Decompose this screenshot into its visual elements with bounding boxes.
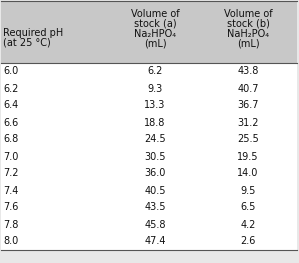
Text: (mL): (mL): [237, 39, 259, 49]
Text: 7.8: 7.8: [3, 220, 18, 230]
Text: 36.7: 36.7: [237, 100, 259, 110]
Bar: [1, 97, 297, 114]
Bar: [1, 182, 297, 199]
Text: 6.2: 6.2: [147, 67, 163, 77]
Text: 6.5: 6.5: [240, 203, 256, 213]
Bar: [1, 148, 297, 165]
Text: 9.3: 9.3: [147, 83, 163, 94]
Text: 45.8: 45.8: [144, 220, 166, 230]
Bar: [1, 199, 297, 216]
Text: NaH₂PO₄: NaH₂PO₄: [227, 29, 269, 39]
Text: 25.5: 25.5: [237, 134, 259, 144]
Text: 7.6: 7.6: [3, 203, 18, 213]
Text: (mL): (mL): [144, 39, 166, 49]
Text: 40.5: 40.5: [144, 185, 166, 195]
Bar: [1, 233, 297, 250]
Text: 43.5: 43.5: [144, 203, 166, 213]
Bar: [1, 114, 297, 131]
Bar: [1, 216, 297, 233]
Text: stock (a): stock (a): [134, 19, 176, 29]
Text: Volume of: Volume of: [131, 9, 179, 19]
Text: 6.0: 6.0: [3, 67, 18, 77]
Text: 9.5: 9.5: [240, 185, 256, 195]
Bar: [1, 1, 297, 63]
Text: 13.3: 13.3: [144, 100, 166, 110]
Text: 7.4: 7.4: [3, 185, 18, 195]
Text: 18.8: 18.8: [144, 118, 166, 128]
Text: 6.6: 6.6: [3, 118, 18, 128]
Text: 24.5: 24.5: [144, 134, 166, 144]
Text: 14.0: 14.0: [237, 169, 259, 179]
Text: Na₂HPO₄: Na₂HPO₄: [134, 29, 176, 39]
Text: stock (b): stock (b): [227, 19, 269, 29]
Text: 31.2: 31.2: [237, 118, 259, 128]
Bar: [1, 165, 297, 182]
Text: 40.7: 40.7: [237, 83, 259, 94]
Text: 7.0: 7.0: [3, 151, 18, 161]
Text: 30.5: 30.5: [144, 151, 166, 161]
Bar: [1, 80, 297, 97]
Bar: [1, 63, 297, 80]
Text: 4.2: 4.2: [240, 220, 256, 230]
Bar: [1, 131, 297, 148]
Text: Volume of: Volume of: [224, 9, 272, 19]
Text: Required pH: Required pH: [3, 28, 63, 38]
Text: 2.6: 2.6: [240, 236, 256, 246]
Text: 6.8: 6.8: [3, 134, 18, 144]
Text: 6.4: 6.4: [3, 100, 18, 110]
Text: 36.0: 36.0: [144, 169, 166, 179]
Text: 19.5: 19.5: [237, 151, 259, 161]
Text: (at 25 °C): (at 25 °C): [3, 37, 51, 47]
Text: 8.0: 8.0: [3, 236, 18, 246]
Text: 6.2: 6.2: [3, 83, 18, 94]
Text: 43.8: 43.8: [237, 67, 259, 77]
Text: 47.4: 47.4: [144, 236, 166, 246]
Text: 7.2: 7.2: [3, 169, 19, 179]
